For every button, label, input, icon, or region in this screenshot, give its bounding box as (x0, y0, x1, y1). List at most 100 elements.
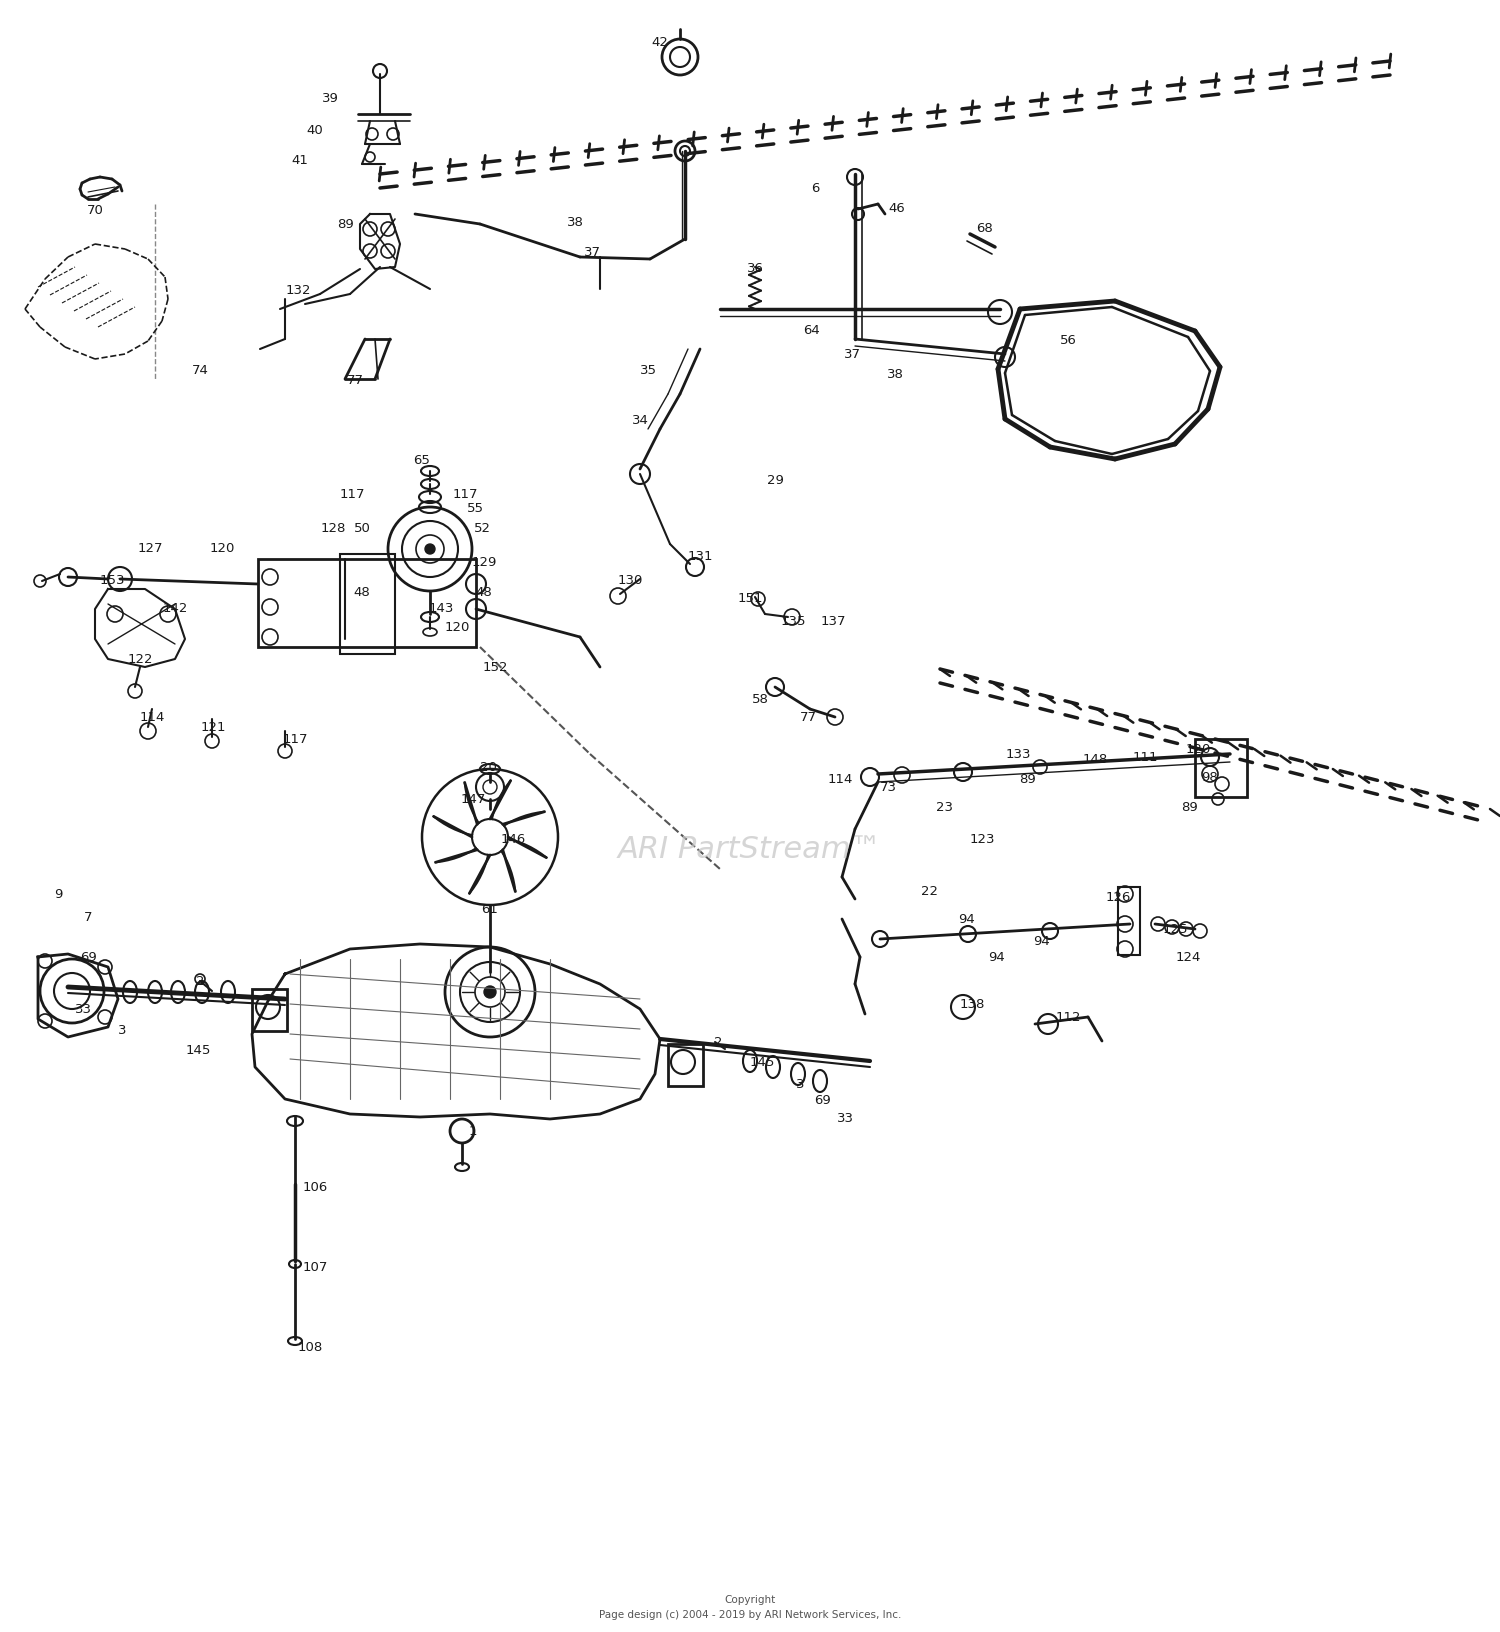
Text: 146: 146 (501, 832, 525, 845)
Text: 125: 125 (1162, 924, 1188, 935)
Text: 48: 48 (354, 586, 370, 599)
Text: 58: 58 (752, 694, 768, 707)
Text: 6: 6 (812, 181, 819, 194)
Circle shape (424, 545, 435, 555)
Text: 2: 2 (714, 1035, 722, 1048)
Text: Page design (c) 2004 - 2019 by ARI Network Services, Inc.: Page design (c) 2004 - 2019 by ARI Netwo… (598, 1609, 902, 1619)
Bar (252, 989, 286, 1031)
Bar (1196, 739, 1246, 798)
Text: 68: 68 (976, 222, 993, 235)
Text: 9: 9 (54, 888, 62, 901)
Text: 145: 145 (186, 1043, 210, 1056)
Text: 123: 123 (969, 832, 994, 845)
Text: 143: 143 (429, 601, 453, 614)
Text: 37: 37 (843, 348, 861, 361)
Text: 128: 128 (321, 521, 345, 534)
Text: 112: 112 (1054, 1010, 1080, 1023)
Text: 89: 89 (1182, 801, 1198, 814)
Text: 133: 133 (1005, 747, 1031, 761)
Text: 107: 107 (303, 1262, 327, 1273)
Text: 37: 37 (584, 245, 600, 258)
Text: 55: 55 (466, 501, 483, 514)
Text: 145: 145 (750, 1054, 774, 1067)
Text: Copyright: Copyright (724, 1594, 776, 1604)
Text: 29: 29 (766, 473, 783, 486)
Text: 22: 22 (921, 885, 939, 898)
Text: 73: 73 (879, 782, 897, 795)
Text: 40: 40 (306, 124, 324, 137)
Bar (258, 560, 476, 648)
Text: 77: 77 (800, 712, 816, 725)
Text: 94: 94 (1034, 935, 1050, 948)
Text: 20: 20 (480, 761, 496, 774)
Text: 70: 70 (87, 204, 104, 217)
Text: 120: 120 (1185, 743, 1210, 756)
Text: 121: 121 (201, 721, 226, 734)
Text: 129: 129 (471, 555, 496, 568)
Text: 61: 61 (482, 902, 498, 916)
Text: 117: 117 (282, 733, 308, 746)
Text: 74: 74 (192, 364, 208, 377)
Text: 69: 69 (815, 1093, 831, 1106)
Text: 38: 38 (886, 369, 903, 382)
Text: 132: 132 (285, 284, 310, 297)
Text: 50: 50 (354, 521, 370, 534)
Text: 36: 36 (747, 261, 764, 274)
Text: 135: 135 (780, 615, 806, 628)
Text: 35: 35 (639, 364, 657, 377)
Text: 106: 106 (303, 1182, 327, 1193)
Text: 89: 89 (1020, 774, 1036, 787)
Text: 120: 120 (210, 542, 234, 555)
Text: 42: 42 (651, 36, 669, 49)
Text: 41: 41 (291, 153, 309, 166)
Text: 153: 153 (99, 573, 124, 586)
Text: 52: 52 (474, 521, 490, 534)
Text: 117: 117 (339, 488, 364, 501)
Text: 111: 111 (1132, 751, 1158, 764)
Text: 138: 138 (960, 997, 984, 1010)
Text: 147: 147 (460, 793, 486, 806)
Text: 3: 3 (118, 1023, 126, 1036)
Text: 34: 34 (632, 413, 648, 426)
Text: 56: 56 (1059, 333, 1077, 346)
Text: 124: 124 (1176, 951, 1200, 965)
Text: 69: 69 (80, 951, 96, 965)
Text: 148: 148 (1083, 752, 1107, 765)
Text: 46: 46 (888, 201, 906, 214)
Text: 7: 7 (84, 911, 93, 924)
Text: 130: 130 (618, 573, 642, 586)
Text: 98: 98 (1202, 770, 1218, 783)
Text: 2: 2 (196, 974, 204, 987)
Text: 137: 137 (821, 615, 846, 628)
Text: 89: 89 (336, 219, 354, 232)
Text: 38: 38 (567, 215, 584, 228)
Text: 120: 120 (444, 622, 470, 635)
Text: 77: 77 (346, 374, 363, 387)
Text: 33: 33 (837, 1111, 854, 1124)
Text: 114: 114 (140, 712, 165, 725)
Text: 127: 127 (138, 542, 164, 555)
Text: 152: 152 (483, 661, 507, 674)
Text: 117: 117 (453, 488, 477, 501)
Bar (1118, 888, 1140, 955)
Text: 65: 65 (414, 454, 430, 467)
Text: ARI PartStream™: ARI PartStream™ (618, 836, 882, 863)
Text: 64: 64 (804, 323, 820, 336)
Text: 94: 94 (958, 912, 975, 925)
Text: 108: 108 (297, 1340, 322, 1353)
Circle shape (484, 986, 496, 999)
Text: 1: 1 (468, 1124, 477, 1138)
Bar (340, 555, 394, 654)
Text: 48: 48 (476, 586, 492, 599)
Text: 122: 122 (128, 653, 153, 666)
Text: 131: 131 (687, 548, 712, 561)
Text: 126: 126 (1106, 891, 1131, 904)
Text: 33: 33 (75, 1004, 92, 1015)
Text: 151: 151 (736, 591, 762, 604)
Text: 23: 23 (936, 801, 954, 814)
Text: 3: 3 (795, 1077, 804, 1090)
Text: 114: 114 (828, 774, 852, 787)
Text: 142: 142 (162, 601, 188, 614)
Text: 94: 94 (988, 951, 1005, 965)
Text: 39: 39 (321, 91, 339, 104)
